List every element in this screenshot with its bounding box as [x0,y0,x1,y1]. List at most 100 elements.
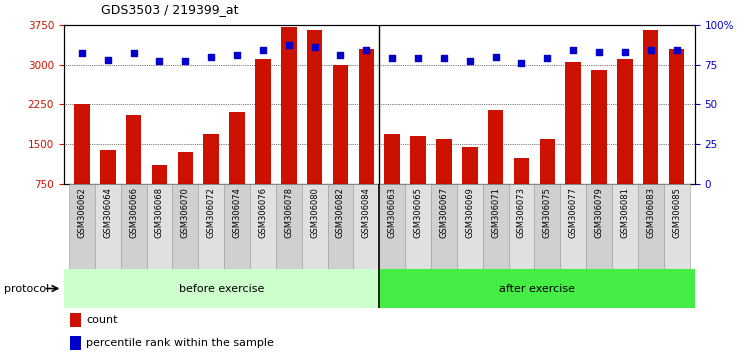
Point [490,54,502,59]
Bar [643,30,659,224]
Bar [612,184,638,269]
Bar [69,184,95,269]
Bar [566,62,581,224]
Text: percentile rank within the sample: percentile rank within the sample [86,338,274,348]
Bar [436,139,451,224]
Bar [121,184,146,269]
Text: GSM306075: GSM306075 [543,187,552,238]
Bar [333,65,348,224]
Text: GSM306081: GSM306081 [620,187,629,238]
Bar [591,70,607,224]
Point [386,55,398,61]
Bar [173,184,198,269]
Bar [560,184,586,269]
Point [671,47,683,53]
Bar [617,59,632,224]
Bar [100,149,116,224]
Bar [586,184,612,269]
Text: GDS3503 / 219399_at: GDS3503 / 219399_at [101,4,239,16]
Point [179,58,192,64]
Bar [379,184,405,269]
Bar [431,184,457,269]
Bar [70,336,82,350]
Point [128,51,140,56]
Bar [539,139,555,224]
Text: GSM306069: GSM306069 [465,187,474,238]
Bar [95,184,121,269]
Text: GSM306072: GSM306072 [207,187,216,238]
Bar [669,49,684,224]
Bar [514,158,529,224]
Text: GSM306070: GSM306070 [181,187,190,238]
Point [309,44,321,50]
Point [412,55,424,61]
Bar [483,184,508,269]
Text: GSM306071: GSM306071 [491,187,500,238]
Text: GSM306077: GSM306077 [569,187,578,238]
Text: count: count [86,315,117,325]
Bar [126,115,141,224]
Bar [302,184,327,269]
Bar [64,269,379,308]
Text: GSM306066: GSM306066 [129,187,138,238]
Point [515,60,527,66]
Bar [74,104,89,224]
Text: GSM306064: GSM306064 [104,187,113,238]
Text: GSM306067: GSM306067 [439,187,448,238]
Text: GSM306083: GSM306083 [646,187,655,238]
Bar [146,184,173,269]
Point [360,47,372,53]
Point [76,51,88,56]
Bar [535,184,560,269]
Bar [229,113,245,224]
Bar [276,184,302,269]
Point [334,52,346,58]
Bar [379,269,695,308]
Text: GSM306063: GSM306063 [388,187,397,238]
Bar [281,28,297,224]
Bar [405,184,431,269]
Text: GSM306073: GSM306073 [517,187,526,238]
Point [644,47,656,53]
Text: GSM306065: GSM306065 [414,187,423,238]
Bar [250,184,276,269]
Point [231,52,243,58]
Text: GSM306076: GSM306076 [258,187,267,238]
Bar [457,184,483,269]
Bar [198,184,224,269]
Bar [255,59,270,224]
Bar [638,184,664,269]
Point [463,58,475,64]
Bar [358,49,374,224]
Bar [354,184,379,269]
Point [102,57,114,63]
Text: GSM306084: GSM306084 [362,187,371,238]
Bar [204,133,219,224]
Text: GSM306080: GSM306080 [310,187,319,238]
Point [541,55,553,61]
Text: GSM306085: GSM306085 [672,187,681,238]
Point [283,43,295,48]
Point [205,54,217,59]
Point [438,55,450,61]
Text: after exercise: after exercise [499,284,575,293]
Point [153,58,165,64]
Bar [327,184,354,269]
Bar [152,166,167,224]
Bar [177,152,193,224]
Point [257,47,269,53]
Text: GSM306062: GSM306062 [77,187,86,238]
Bar [307,30,322,224]
Text: GSM306082: GSM306082 [336,187,345,238]
Bar [508,184,535,269]
Text: GSM306079: GSM306079 [595,187,604,238]
Bar [488,110,503,224]
Text: GSM306078: GSM306078 [285,187,294,238]
Text: GSM306068: GSM306068 [155,187,164,238]
Text: GSM306074: GSM306074 [233,187,242,238]
Point [619,49,631,55]
Bar [410,136,426,224]
Text: before exercise: before exercise [179,284,264,293]
Text: protocol: protocol [4,284,49,293]
Bar [462,147,478,224]
